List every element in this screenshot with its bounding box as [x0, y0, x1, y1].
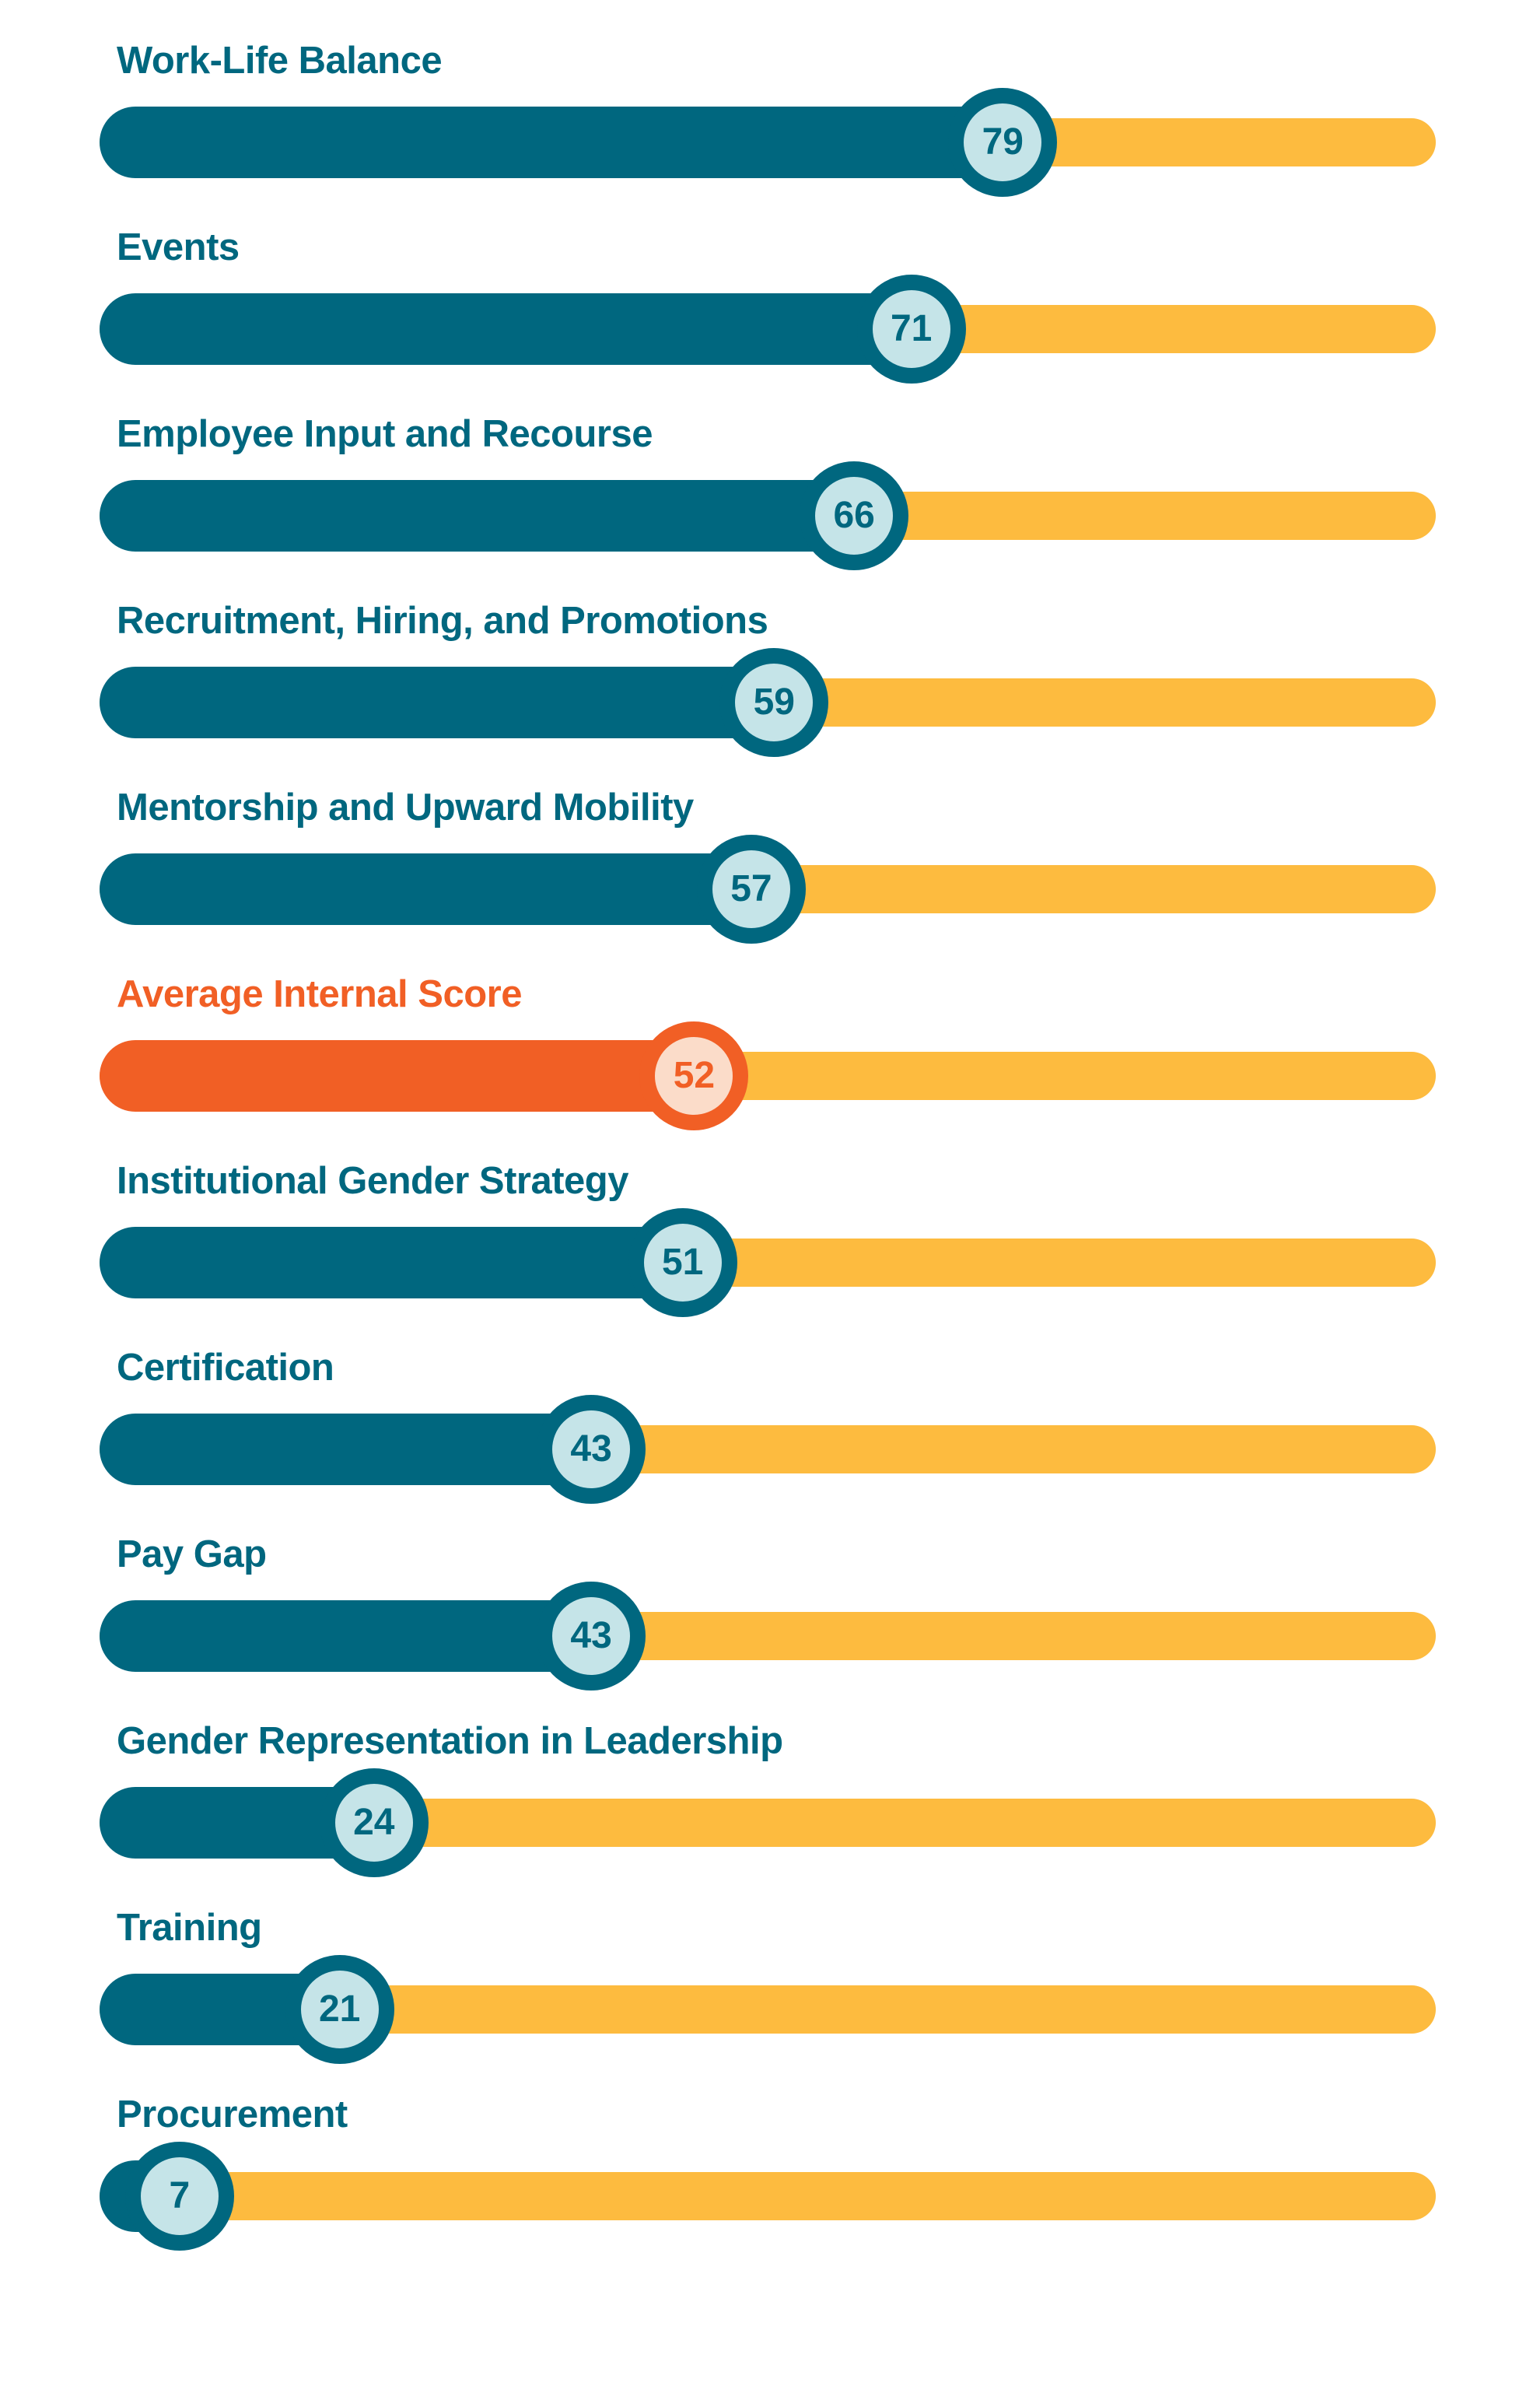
- category-label: Employee Input and Recourse: [117, 413, 653, 455]
- bar: [100, 1414, 592, 1485]
- category-label: Pay Gap: [117, 1533, 267, 1575]
- value-label: 43: [537, 1582, 646, 1691]
- bar: [100, 1227, 683, 1298]
- chart-row: Average Internal Score 52: [0, 949, 1540, 1136]
- category-label: Work-Life Balance: [117, 40, 443, 82]
- value-label: 21: [285, 1955, 394, 2064]
- category-label: Institutional Gender Strategy: [117, 1160, 628, 1202]
- chart-row: Mentorship and Upward Mobility 57: [0, 762, 1540, 949]
- value-label: 66: [800, 461, 909, 570]
- category-label: Procurement: [117, 2093, 348, 2135]
- chart-row: Certification 43: [0, 1323, 1540, 1509]
- chart-row: Training 21: [0, 1883, 1540, 2069]
- chart-row: Gender Representation in Leadership 24: [0, 1696, 1540, 1883]
- value-label: 71: [856, 275, 966, 384]
- category-label: Mentorship and Upward Mobility: [117, 787, 694, 829]
- value-label: 43: [537, 1395, 646, 1504]
- bar: [100, 1600, 592, 1672]
- value-label: 57: [696, 835, 806, 944]
- value-label: 7: [124, 2142, 234, 2251]
- category-label: Certification: [117, 1347, 334, 1389]
- category-label: Average Internal Score: [117, 973, 522, 1015]
- bar: [100, 480, 855, 552]
- chart-row: Institutional Gender Strategy 51: [0, 1136, 1540, 1323]
- bar: [100, 853, 751, 925]
- bar: [100, 107, 1003, 178]
- chart-row: Events 71: [0, 202, 1540, 389]
- chart-row: Employee Input and Recourse 66: [0, 389, 1540, 576]
- chart-row: Procurement 7: [0, 2069, 1540, 2256]
- category-label: Events: [117, 226, 240, 268]
- category-label: Recruitment, Hiring, and Promotions: [117, 600, 768, 642]
- value-label: 52: [639, 1021, 749, 1130]
- chart-row: Work-Life Balance 79: [0, 16, 1540, 202]
- chart-row: Pay Gap 43: [0, 1509, 1540, 1696]
- category-label: Gender Representation in Leadership: [117, 1720, 783, 1762]
- bar-track: [100, 2172, 1436, 2220]
- category-label: Training: [117, 1907, 262, 1949]
- value-label: 79: [948, 88, 1058, 197]
- value-label: 59: [719, 648, 829, 757]
- chart-row: Recruitment, Hiring, and Promotions 59: [0, 576, 1540, 762]
- bar: [100, 1040, 695, 1112]
- value-label: 51: [628, 1208, 737, 1317]
- bar: [100, 293, 912, 365]
- bar: [100, 667, 775, 738]
- value-label: 24: [319, 1768, 429, 1877]
